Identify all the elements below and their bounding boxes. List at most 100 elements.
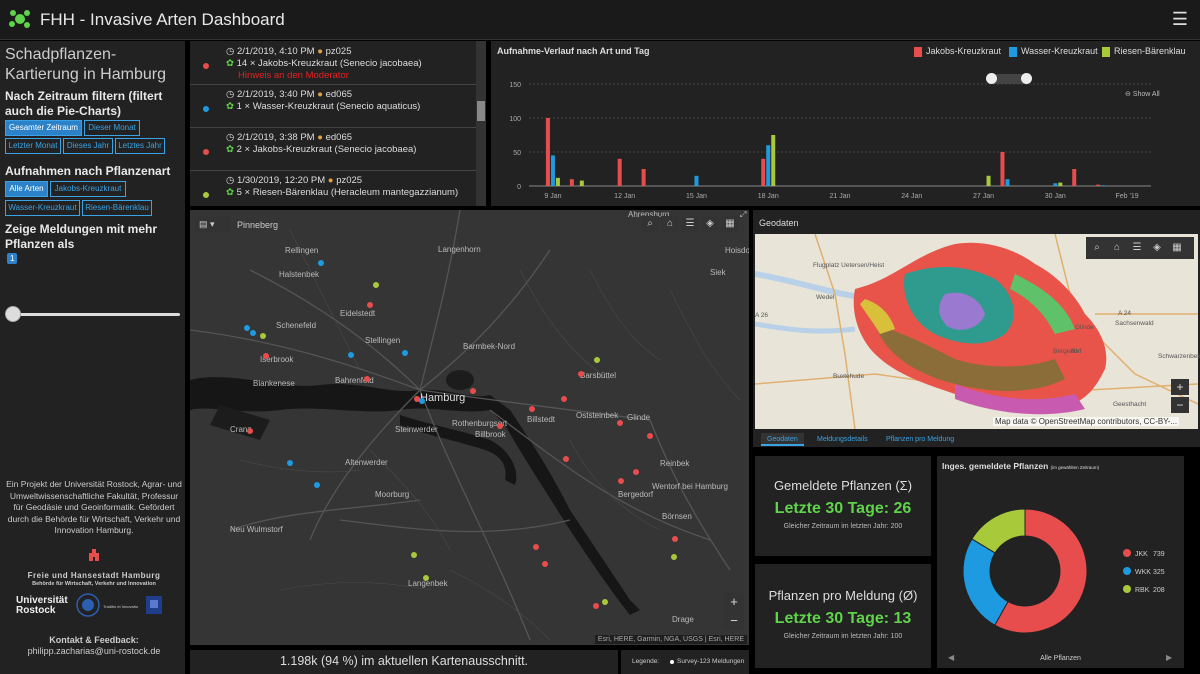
survey-report-marker[interactable]: [533, 544, 539, 550]
bar-jakobs-kreuzkraut[interactable]: [545, 118, 550, 186]
survey-report-marker[interactable]: [244, 325, 250, 331]
survey-report-marker[interactable]: [314, 482, 320, 488]
feed-item[interactable]: ◷ 2/1/2019, 3:38 PM ● ed065 ✿ 2 × Jakobs-…: [190, 129, 476, 171]
survey-report-marker[interactable]: [318, 260, 324, 266]
main-map[interactable]: Rellingen Halstenbek Langenhorn Hoisdorf Sie…: [190, 210, 749, 645]
bar-riesen-b-renklau[interactable]: [771, 135, 776, 186]
bar-jakobs-kreuzkraut[interactable]: [1000, 152, 1005, 186]
legend-list-icon[interactable]: ☰: [1128, 240, 1146, 256]
survey-report-marker[interactable]: [633, 469, 639, 475]
survey-report-marker[interactable]: [593, 603, 599, 609]
survey-report-marker[interactable]: [563, 456, 569, 462]
filter-letzter-monat-button[interactable]: Letzter Monat: [5, 138, 61, 154]
survey-report-marker[interactable]: [671, 554, 677, 560]
bar-riesen-b-renklau[interactable]: [555, 177, 560, 186]
filter-gesamter-zeitraum-button[interactable]: Gesamter Zeitraum: [5, 120, 82, 136]
geo-zoom-in-button[interactable]: +: [1171, 379, 1189, 395]
basemap-gallery-icon[interactable]: ▦: [1168, 240, 1186, 256]
tab-geodaten[interactable]: Geodaten: [761, 433, 804, 446]
survey-report-marker[interactable]: [260, 333, 266, 339]
map-zoom-out-button[interactable]: −: [724, 612, 744, 630]
hamburger-menu-icon[interactable]: ☰: [1171, 9, 1188, 29]
bar-jakobs-kreuzkraut[interactable]: [641, 169, 646, 186]
survey-report-marker[interactable]: [414, 396, 420, 402]
species-wasser-kreuzkraut-button[interactable]: Wasser-Kreuzkraut: [5, 200, 80, 216]
survey-report-marker[interactable]: [364, 376, 370, 382]
chart-range-selector[interactable]: [986, 74, 1028, 84]
home-icon[interactable]: ⌂: [1108, 240, 1126, 256]
survey-report-marker[interactable]: [402, 350, 408, 356]
survey-report-marker[interactable]: [247, 428, 253, 434]
basemap-gallery-icon[interactable]: ▦: [721, 216, 739, 232]
survey-report-marker[interactable]: [470, 388, 476, 394]
layers-icon[interactable]: ◈: [1148, 240, 1166, 256]
feed-item[interactable]: ◷ 2/1/2019, 4:10 PM ● pz025 ✿ 14 × Jakobs…: [190, 43, 476, 85]
geodata-map[interactable]: [755, 234, 1198, 429]
contact-email-link[interactable]: philipp.zacharias@uni-rostock.de: [27, 646, 161, 656]
search-icon[interactable]: ⌕: [1088, 240, 1106, 256]
tab-pflanzen-pro-meldung[interactable]: Pflanzen pro Meldung: [886, 436, 955, 443]
bar-jakobs-kreuzkraut[interactable]: [569, 179, 574, 186]
show-all-button[interactable]: ⊖ Show All: [1125, 90, 1160, 98]
survey-report-marker[interactable]: [367, 302, 373, 308]
survey-report-marker[interactable]: [250, 330, 256, 336]
plant-count-slider-track[interactable]: [13, 313, 180, 316]
bar-wasser-kreuzkraut[interactable]: [1101, 185, 1106, 186]
bar-wasser-kreuzkraut[interactable]: [1053, 183, 1058, 186]
expand-icon[interactable]: ⤢: [740, 210, 747, 219]
chevron-right-icon[interactable]: ▶: [1166, 653, 1173, 662]
survey-report-marker[interactable]: [617, 420, 623, 426]
feed-scrollbar[interactable]: [476, 41, 486, 206]
chevron-left-icon[interactable]: ◀: [948, 653, 955, 662]
survey-report-marker[interactable]: [529, 406, 535, 412]
bar-jakobs-kreuzkraut[interactable]: [1096, 184, 1101, 186]
map-layer-toggle[interactable]: ▤ ▾: [195, 216, 231, 232]
bar-wasser-kreuzkraut[interactable]: [1005, 179, 1010, 186]
survey-report-marker[interactable]: [348, 352, 354, 358]
map-zoom-in-button[interactable]: +: [724, 593, 744, 611]
survey-report-marker[interactable]: [497, 423, 503, 429]
bar-wasser-kreuzkraut[interactable]: [694, 175, 699, 186]
bar-jakobs-kreuzkraut[interactable]: [761, 158, 766, 186]
survey-report-marker[interactable]: [578, 371, 584, 377]
pie-slice-rbk[interactable]: [971, 508, 1026, 554]
survey-report-marker[interactable]: [419, 398, 425, 404]
survey-report-marker[interactable]: [287, 460, 293, 466]
geo-zoom-out-button[interactable]: −: [1171, 397, 1189, 413]
feed-item[interactable]: ◷ 2/1/2019, 3:40 PM ● ed065 ✿ 1 × Wasser-…: [190, 86, 476, 128]
bar-wasser-kreuzkraut[interactable]: [550, 155, 555, 186]
legend-wasser-kreuzkraut[interactable]: Wasser-Kreuzkraut: [1009, 46, 1098, 57]
feed-item[interactable]: ◷ 1/30/2019, 12:20 PM ● pz025 ✿ 5 × Riese…: [190, 172, 476, 206]
survey-report-marker[interactable]: [618, 478, 624, 484]
legend-list-icon[interactable]: ☰: [681, 216, 699, 232]
survey-report-marker[interactable]: [411, 552, 417, 558]
survey-report-marker[interactable]: [672, 536, 678, 542]
tab-meldungsdetails[interactable]: Meldungsdetails: [817, 436, 868, 443]
legend-jakobs-kreuzkraut[interactable]: Jakobs-Kreuzkraut: [914, 46, 1001, 57]
bar-riesen-b-renklau[interactable]: [1058, 182, 1063, 186]
legend-riesen-baerenklau[interactable]: Riesen-Bärenklau: [1102, 46, 1186, 57]
home-icon[interactable]: ⌂: [661, 216, 679, 232]
bar-riesen-b-renklau[interactable]: [986, 175, 991, 186]
filter-letztes-jahr-button[interactable]: Letztes Jahr: [115, 138, 165, 154]
layers-icon[interactable]: ◈: [701, 216, 719, 232]
range-handle-left[interactable]: [986, 73, 997, 84]
survey-report-marker[interactable]: [263, 353, 269, 359]
bar-wasser-kreuzkraut[interactable]: [766, 145, 771, 186]
filter-dieses-jahr-button[interactable]: Dieses Jahr: [63, 138, 113, 154]
survey-report-marker[interactable]: [602, 599, 608, 605]
species-jakobs-kreuzkraut-button[interactable]: Jakobs-Kreuzkraut: [50, 181, 126, 197]
bar-riesen-b-renklau[interactable]: [579, 180, 584, 186]
pie-slice-jkk[interactable]: [994, 508, 1088, 634]
survey-report-marker[interactable]: [373, 282, 379, 288]
bar-jakobs-kreuzkraut[interactable]: [1072, 169, 1077, 186]
range-handle-right[interactable]: [1021, 73, 1032, 84]
species-alle-arten-button[interactable]: Alle Arten: [5, 181, 48, 197]
feed-scroll-thumb[interactable]: [477, 101, 485, 121]
species-riesen-baerenklau-button[interactable]: Riesen-Bärenklau: [82, 200, 152, 216]
pie-slice-wkk[interactable]: [962, 538, 1009, 626]
filter-dieser-monat-button[interactable]: Dieser Monat: [84, 120, 140, 136]
plant-count-slider-handle[interactable]: [5, 306, 21, 322]
bar-jakobs-kreuzkraut[interactable]: [617, 158, 622, 186]
survey-report-marker[interactable]: [561, 396, 567, 402]
